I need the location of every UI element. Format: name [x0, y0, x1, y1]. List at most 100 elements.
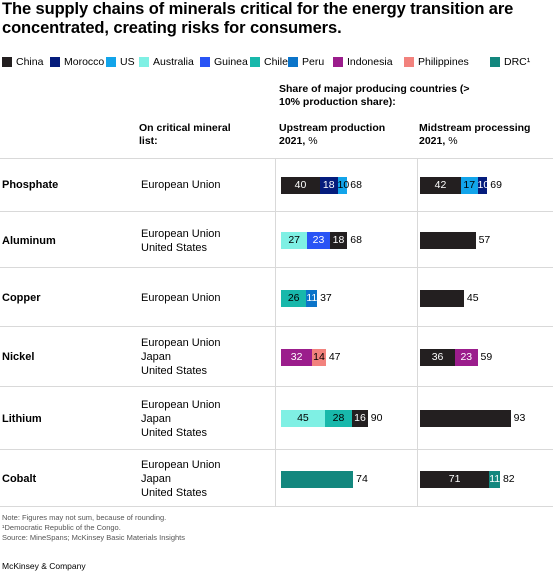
upstream-segment-value: 18 — [322, 178, 335, 191]
midstream-segment: 17 — [460, 176, 478, 194]
upstream-segment: 10 — [337, 176, 350, 194]
midstream-total: 45 — [466, 291, 479, 304]
legend-swatch — [106, 57, 116, 67]
midstream-segment-value: 42 — [434, 178, 447, 191]
midstream-total: 93 — [513, 412, 526, 424]
midstream-total: 82 — [502, 472, 515, 485]
upstream-segment: 32 — [281, 348, 313, 366]
upstream-segment: 40 — [281, 176, 320, 194]
note-drc: ¹Democratic Republic of the Congo. — [2, 523, 121, 532]
legend-label: DRC¹ — [504, 56, 531, 68]
critical-list-entry: Japan — [141, 351, 171, 363]
midstream-segment-value: 17 — [463, 178, 476, 191]
critical-list: European Union — [141, 178, 221, 192]
upstream-header-label: Upstream production 2021, — [279, 122, 386, 147]
note-rounding: Note: Figures may not sum, because of ro… — [2, 513, 167, 522]
midstream-bar: 42 17 10 69 — [420, 176, 550, 194]
upstream-segment: 45 — [281, 410, 325, 427]
upstream-bar: 45 28 16 90 — [281, 410, 411, 427]
critical-list: European Union Japan United States — [141, 398, 221, 440]
critical-list-entry: United States — [141, 365, 208, 377]
upstream-segment — [281, 470, 354, 488]
upstream-total: 74 — [356, 472, 368, 485]
midstream-segment-value: 36 — [431, 350, 444, 363]
midstream-segment-value: 23 — [460, 350, 473, 363]
critical-list-entry: Japan — [141, 412, 171, 425]
midstream-header-unit: % — [445, 135, 458, 147]
mineral-label: Nickel — [2, 351, 35, 363]
legend-label: Philippines — [418, 56, 469, 68]
notes: Note: Figures may not sum, because of ro… — [2, 513, 185, 543]
legend-swatch — [200, 57, 210, 67]
upstream-total: 90 — [370, 412, 383, 424]
midstream-segment-value: 10 — [477, 178, 490, 191]
upstream-total: 68 — [350, 234, 362, 246]
midstream-segment: 10 — [477, 176, 490, 194]
midstream-bar: 93 — [420, 410, 550, 427]
upstream-segment-value: 14 — [313, 350, 325, 363]
upstream-segment: 18 — [320, 176, 338, 194]
row-divider — [0, 158, 553, 159]
mineral-label: Phosphate — [2, 179, 59, 191]
legend: China Morocco US Australia Guinea Chile Peru In… — [2, 55, 553, 69]
upstream-segment: 27 — [281, 232, 308, 249]
row-divider — [0, 506, 553, 507]
midstream-segment: 42 — [420, 176, 461, 194]
upstream-segment: 16 — [352, 410, 368, 427]
legend-swatch — [50, 57, 60, 67]
critical-list-entry: European Union — [141, 459, 221, 471]
midstream-bar: 71 11 82 — [420, 470, 550, 488]
upstream-divider — [275, 158, 276, 506]
legend-label: Guinea — [214, 56, 248, 68]
midstream-segment — [420, 410, 511, 427]
critical-list-entry: United States — [141, 241, 208, 254]
critical-list-entry: European Union — [141, 292, 221, 304]
row-divider — [0, 267, 553, 268]
mineral-label: Cobalt — [2, 473, 37, 485]
critical-list: European Union United States — [141, 227, 221, 255]
note-source: Source: MineSpans; McKinsey Basic Materi… — [2, 533, 185, 542]
share-header: Share of major producing countries (> 10… — [279, 83, 470, 108]
mineral-label: Copper — [2, 292, 41, 304]
midstream-header: Midstream processing 2021, % — [419, 122, 553, 148]
midstream-total: 69 — [490, 178, 502, 191]
upstream-segment-value: 45 — [297, 412, 309, 424]
upstream-segment-value: 27 — [288, 234, 300, 246]
upstream-segment-value: 16 — [354, 412, 366, 424]
mineral-label: Aluminum — [2, 234, 56, 247]
upstream-segment: 11 — [306, 289, 317, 307]
row-divider — [0, 386, 553, 387]
upstream-bar: 32 14 47 — [281, 348, 411, 366]
midstream-segment-value: 11 — [489, 472, 501, 485]
upstream-segment-value: 23 — [312, 234, 325, 246]
critical-list: European Union Japan United States — [141, 458, 221, 500]
upstream-segment-value: 18 — [332, 234, 345, 246]
critical-list: European Union Japan United States — [141, 336, 221, 378]
critical-list-entry: European Union — [141, 179, 221, 191]
upstream-bar: 74 — [281, 470, 411, 488]
legend-label: Indonesia — [347, 56, 393, 68]
upstream-segment: 14 — [312, 348, 326, 366]
critical-list-entry: United States — [141, 426, 208, 439]
upstream-segment: 18 — [329, 232, 348, 249]
upstream-segment-value: 32 — [290, 350, 303, 363]
upstream-segment-value: 40 — [294, 178, 307, 191]
midstream-segment — [420, 289, 464, 307]
upstream-segment-value: 26 — [287, 291, 300, 304]
upstream-segment-value: 10 — [337, 178, 350, 191]
upstream-segment: 26 — [281, 289, 307, 307]
legend-swatch — [250, 57, 260, 67]
legend-swatch — [288, 57, 298, 67]
upstream-bar: 27 23 18 68 — [281, 232, 411, 249]
midstream-segment: 36 — [420, 348, 456, 366]
legend-label: Australia — [153, 56, 194, 68]
legend-swatch — [404, 57, 414, 67]
legend-swatch — [2, 57, 12, 67]
row-divider — [0, 326, 553, 327]
midstream-total: 57 — [478, 234, 491, 246]
midstream-total: 59 — [480, 350, 493, 363]
chart-title: The supply chains of minerals critical f… — [2, 0, 514, 37]
upstream-total: 37 — [320, 291, 332, 304]
critical-list-entry: European Union — [141, 398, 221, 411]
upstream-segment-value: 28 — [332, 412, 345, 424]
